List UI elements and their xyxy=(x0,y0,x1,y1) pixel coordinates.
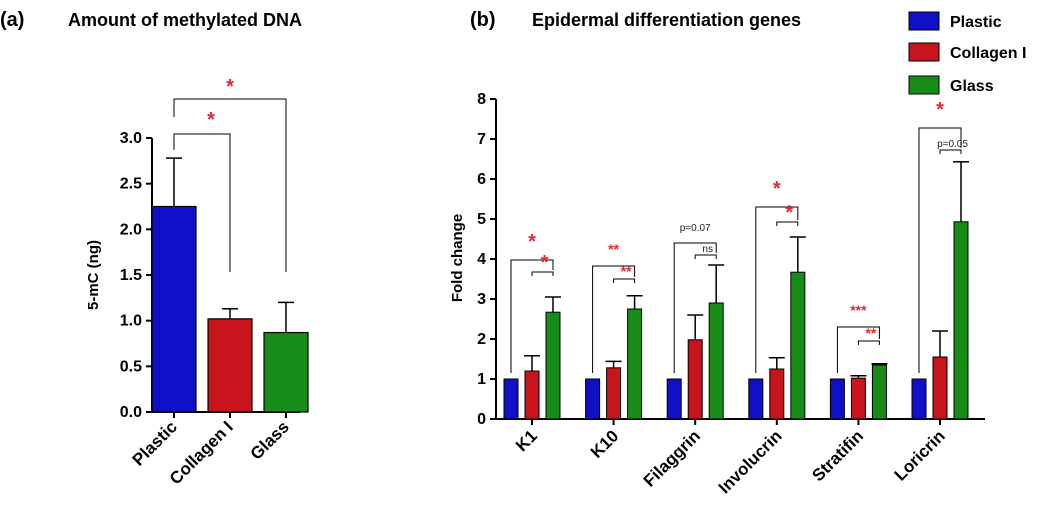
panel-a-y-tick-label: 3.0 xyxy=(120,130,142,147)
panel-b-y-tick-label: 4 xyxy=(477,251,486,268)
legend-label-plastic: Plastic xyxy=(950,14,1002,31)
panel-b-x-tick-label: Involucrin xyxy=(715,426,786,497)
panel-a-bar-glass xyxy=(263,331,309,413)
panel-b-y-tick-label: 6 xyxy=(477,171,486,188)
panel-a-label: (a) xyxy=(0,9,24,31)
panel-b-bar-loricrin-collagen-i xyxy=(932,356,948,420)
legend-swatch-glass xyxy=(908,75,940,95)
panel-b-significance-bracket-inner xyxy=(613,278,636,283)
panel-b-bar-k10-collagen-i xyxy=(606,367,622,420)
panel-b-significance-bracket-outer xyxy=(592,265,636,373)
panel-b-significance-bracket-inner xyxy=(857,340,880,345)
panel-b-y-axis-label: Fold change xyxy=(449,214,466,302)
panel-b-bar-stratifin-glass xyxy=(871,364,887,420)
panel-b-significance-label-outer: * xyxy=(528,231,536,253)
panel-a-y-tick-label: 2.5 xyxy=(120,176,142,193)
legend-label-collagen: Collagen I xyxy=(950,45,1026,62)
panel-a-significance-bracket xyxy=(173,98,287,272)
panel-b-significance-label-outer: * xyxy=(773,178,781,200)
panel-b-title: Epidermal differentiation genes xyxy=(532,10,801,30)
panel-b-significance-label-inner: ** xyxy=(621,263,632,279)
panel-b-significance-label-outer: *** xyxy=(850,302,867,318)
panel-a-y-axis-label: 5-mC (ng) xyxy=(85,240,102,310)
panel-b-x-tick-label: Stratifin xyxy=(808,426,867,485)
panel-b-bar-filaggrin-collagen-i xyxy=(687,339,703,420)
panel-b-bar-k1-plastic xyxy=(503,378,519,420)
panel-b-significance-label-outer: ** xyxy=(608,241,619,257)
panel-b-y-tick-label: 8 xyxy=(477,91,486,108)
panel-b-bar-filaggrin-glass xyxy=(708,302,724,420)
panel-b-x-tick-label: K1 xyxy=(512,426,541,455)
panel-b-plot: 012345678K1**K10****Filaggrinnsp=0.07Inv… xyxy=(477,91,985,497)
panel-a-bar-plastic xyxy=(151,205,197,413)
panel-b-y-tick-label: 1 xyxy=(477,371,486,388)
panel-b-bar-filaggrin-plastic xyxy=(666,378,682,420)
panel-b-significance-label-inner: ** xyxy=(865,325,876,341)
panel-b-significance-bracket-inner xyxy=(531,271,554,276)
panel-b-significance-label-outer: p=0.07 xyxy=(680,223,711,234)
panel-b-y-tick-label: 3 xyxy=(477,291,486,308)
panel-b-significance-bracket-outer xyxy=(755,206,799,373)
panel-a-y-tick-label: 1.5 xyxy=(120,267,142,284)
legend-label-glass: Glass xyxy=(950,78,994,95)
panel-b-significance-bracket-inner xyxy=(694,254,717,259)
panel-b-y-tick-label: 7 xyxy=(477,131,486,148)
panel-b-significance-label-inner: ns xyxy=(702,244,713,255)
legend-swatch-collagen xyxy=(908,42,940,62)
panel-b-significance-bracket-inner xyxy=(776,221,799,226)
panel-b-x-tick-label: Filaggrin xyxy=(640,426,704,490)
panel-b-y-tick-label: 0 xyxy=(477,411,486,428)
panel-b-significance-bracket-inner xyxy=(939,149,962,154)
panel-a-x-tick-label: Plastic xyxy=(129,417,181,469)
panel-b-bar-k10-plastic xyxy=(585,378,601,420)
panel-b-bar-k1-glass xyxy=(545,311,561,420)
panel-b-bar-loricrin-plastic xyxy=(911,378,927,420)
panel-a-y-tick-label: 0.0 xyxy=(120,404,142,421)
panel-b-significance-label-inner: * xyxy=(785,202,793,224)
panel-b-bar-k1-collagen-i xyxy=(524,370,540,420)
panel-a-y-tick-label: 2.0 xyxy=(120,221,142,238)
panel-a-significance-label: * xyxy=(207,109,215,131)
panel-b-x-tick-label: Loricrin xyxy=(891,426,949,484)
panel-a-significance-label: * xyxy=(226,76,234,98)
legend-swatch-plastic xyxy=(908,11,940,31)
panel-b-bar-involucrin-plastic xyxy=(748,378,764,420)
panel-b-y-tick-label: 2 xyxy=(477,331,486,348)
panel-a-significance-bracket xyxy=(173,133,231,272)
panel-b-bar-stratifin-plastic xyxy=(829,378,845,420)
panel-b-significance-label-inner: * xyxy=(541,252,549,274)
panel-b-bar-stratifin-collagen-i xyxy=(850,377,866,420)
legend: Plastic Collagen I Glass xyxy=(908,11,1026,95)
panel-a-bar-collagen-i xyxy=(207,318,253,413)
panel-b-bar-involucrin-glass xyxy=(790,271,806,420)
panel-a-y-tick-label: 0.5 xyxy=(120,358,142,375)
panel-a-y-tick-label: 1.0 xyxy=(120,313,142,330)
panel-a-title: Amount of methylated DNA xyxy=(68,10,302,30)
panel-b-y-tick-label: 5 xyxy=(477,211,486,228)
panel-b-x-tick-label: K10 xyxy=(587,426,622,461)
panel-b-significance-label-inner: p=0.05 xyxy=(937,139,968,150)
panel-b-significance-bracket-outer xyxy=(510,259,554,373)
panel-b-significance-bracket-outer xyxy=(918,127,962,373)
panel-b-bar-k10-glass xyxy=(627,308,643,420)
panel-b-significance-bracket-outer xyxy=(673,242,717,373)
panel-b-bar-loricrin-glass xyxy=(953,221,969,420)
panel-b-significance-bracket-outer xyxy=(836,326,880,373)
panel-a-x-tick-label: Glass xyxy=(247,417,293,463)
panel-b-label: (b) xyxy=(470,9,496,31)
panel-b-bar-involucrin-collagen-i xyxy=(769,368,785,420)
panel-b-significance-label-outer: * xyxy=(936,99,944,121)
